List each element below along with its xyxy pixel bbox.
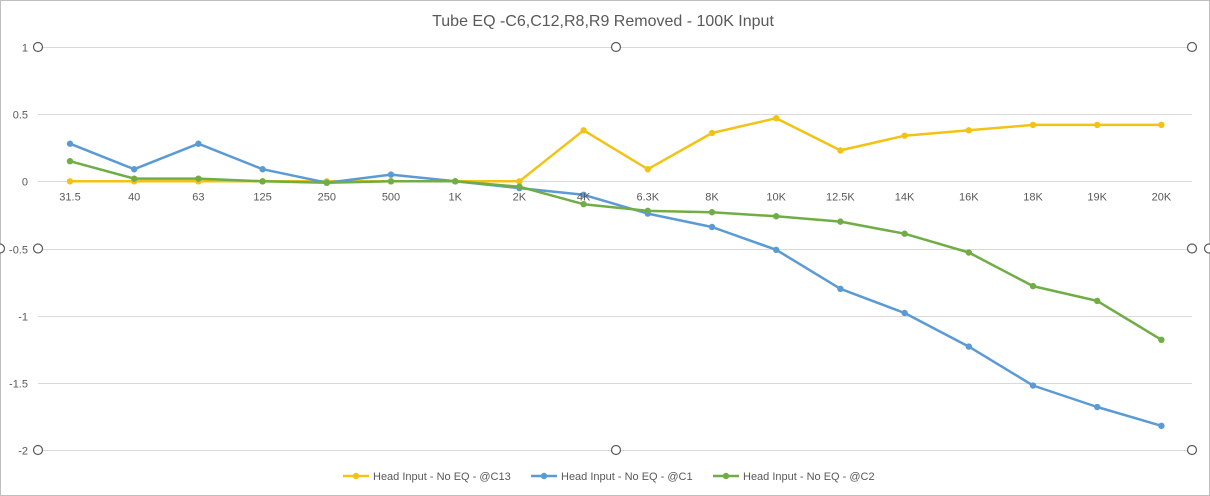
data-point bbox=[965, 249, 972, 256]
data-point bbox=[837, 218, 844, 225]
data-point bbox=[773, 114, 780, 122]
data-point bbox=[708, 209, 716, 216]
x-tick-label: 31.5 bbox=[59, 191, 80, 203]
data-point bbox=[387, 171, 395, 178]
data-point bbox=[580, 127, 587, 134]
x-tick-label: 20K bbox=[1152, 191, 1172, 203]
legend-swatch-marker bbox=[540, 472, 548, 480]
data-point bbox=[901, 230, 908, 237]
x-tick-label: 18K bbox=[1023, 191, 1043, 203]
series-lines bbox=[66, 114, 1165, 430]
legend-label: Head Input - No EQ - @C13 bbox=[373, 471, 511, 483]
y-tick-label: 0 bbox=[22, 177, 28, 189]
resize-handle[interactable] bbox=[32, 41, 44, 53]
x-tick-label: 6.3K bbox=[636, 191, 659, 203]
data-point bbox=[1158, 422, 1165, 430]
resize-handle[interactable] bbox=[1203, 243, 1210, 254]
x-tick-label: 1K bbox=[448, 191, 462, 203]
data-point bbox=[965, 127, 972, 134]
selection-handles[interactable] bbox=[0, 41, 1210, 456]
x-tick-label: 12.5K bbox=[826, 191, 855, 203]
x-tick-label: 16K bbox=[959, 191, 979, 203]
x-tick-label: 500 bbox=[382, 191, 400, 203]
x-tick-label: 14K bbox=[895, 191, 915, 203]
data-point bbox=[1094, 297, 1101, 305]
data-point bbox=[131, 166, 138, 173]
y-tick-label: -2 bbox=[18, 446, 28, 458]
x-tick-label: 40 bbox=[128, 191, 140, 203]
y-tick-label: -1 bbox=[18, 312, 28, 324]
data-point bbox=[1029, 282, 1037, 290]
resize-handle[interactable] bbox=[1186, 444, 1198, 456]
data-point bbox=[1094, 121, 1101, 129]
data-point bbox=[259, 178, 266, 185]
resize-handle[interactable] bbox=[610, 444, 622, 456]
x-tick-label: 125 bbox=[253, 191, 271, 203]
data-point bbox=[131, 175, 138, 182]
x-tick-label: 63 bbox=[192, 191, 204, 203]
resize-handle[interactable] bbox=[1186, 41, 1198, 53]
series-line bbox=[68, 159, 1163, 342]
data-point bbox=[1029, 382, 1037, 389]
data-point bbox=[259, 166, 266, 173]
data-point bbox=[195, 140, 202, 147]
y-axis-tick-labels: 1 0.5 0 -0.5 -1 -1.5 -2 bbox=[9, 43, 28, 458]
data-point bbox=[387, 178, 395, 185]
y-tick-label: 0.5 bbox=[13, 110, 28, 122]
data-point bbox=[708, 223, 716, 231]
data-point bbox=[837, 285, 844, 292]
data-point bbox=[901, 132, 908, 139]
x-axis-tick-labels: 31.5 40 63 125 250 500 1K 2K 4K 6.3K 8K 10K 12.5K 14K… bbox=[59, 191, 1172, 203]
data-point bbox=[773, 246, 780, 254]
y-tick-label: 1 bbox=[22, 43, 28, 55]
y-tick-label: -0.5 bbox=[9, 245, 28, 257]
data-point bbox=[452, 178, 459, 185]
series-line bbox=[68, 142, 1163, 428]
legend-swatch-marker bbox=[352, 472, 360, 480]
data-point bbox=[837, 147, 844, 154]
legend-swatch-marker bbox=[722, 472, 730, 480]
x-tick-label: 10K bbox=[766, 191, 786, 203]
data-point bbox=[1029, 121, 1037, 129]
data-point bbox=[644, 207, 651, 215]
data-point bbox=[580, 200, 587, 208]
data-point bbox=[1158, 336, 1165, 344]
data-point bbox=[965, 343, 972, 350]
data-point bbox=[644, 166, 651, 173]
resize-handle[interactable] bbox=[610, 41, 622, 53]
resize-handle[interactable] bbox=[32, 243, 44, 254]
data-point bbox=[516, 183, 523, 190]
data-point bbox=[901, 309, 908, 317]
x-tick-label: 19K bbox=[1087, 191, 1107, 203]
legend-label: Head Input - No EQ - @C1 bbox=[561, 471, 693, 483]
x-tick-label: 8K bbox=[705, 191, 719, 203]
data-point bbox=[66, 157, 74, 165]
data-point bbox=[773, 213, 780, 220]
x-tick-label: 4K bbox=[577, 191, 591, 203]
data-point bbox=[66, 140, 74, 147]
legend: Head Input - No EQ - @C13 Head Input - No… bbox=[343, 471, 875, 483]
data-point bbox=[323, 179, 330, 186]
data-point bbox=[66, 178, 74, 185]
resize-handle[interactable] bbox=[0, 243, 6, 254]
data-point bbox=[708, 129, 716, 137]
data-point bbox=[1094, 403, 1101, 411]
resize-handle[interactable] bbox=[1186, 243, 1198, 254]
y-tick-label: -1.5 bbox=[9, 379, 28, 391]
data-point bbox=[1158, 121, 1165, 129]
x-tick-label: 2K bbox=[513, 191, 527, 203]
chart-title: Tube EQ -C6,C12,R8,R9 Removed - 100K Inp… bbox=[432, 13, 774, 30]
legend-label: Head Input - No EQ - @C2 bbox=[743, 471, 875, 483]
x-tick-label: 250 bbox=[318, 191, 336, 203]
resize-handle[interactable] bbox=[32, 444, 44, 456]
data-point bbox=[516, 178, 523, 185]
data-point bbox=[580, 191, 587, 198]
data-point bbox=[195, 175, 202, 182]
